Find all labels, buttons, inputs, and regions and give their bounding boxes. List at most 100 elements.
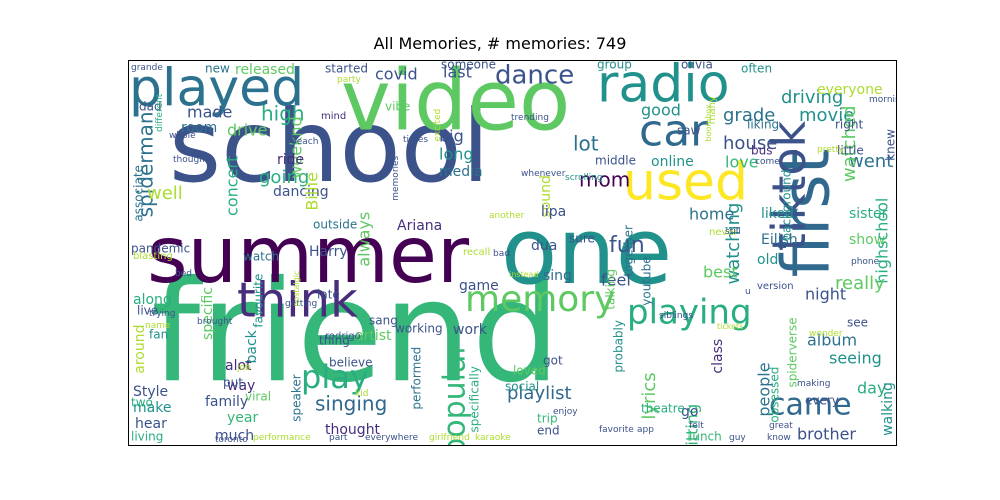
word-memories: memories	[391, 155, 401, 200]
word-karaoke: karaoke	[475, 433, 511, 443]
word-sang: sang	[369, 313, 398, 327]
word-middle: middle	[595, 153, 636, 167]
word-liked: liked	[761, 206, 794, 222]
word-high: high	[261, 102, 305, 126]
word-beach: beach	[291, 137, 318, 147]
word-used: used	[623, 153, 748, 213]
word-two: two	[131, 395, 153, 409]
word-playlist: playlist	[507, 383, 572, 404]
word-olivia: olivia	[681, 61, 713, 71]
word-though: though	[173, 155, 205, 165]
word-see: see	[847, 315, 868, 329]
word-dance: dance	[495, 61, 574, 90]
word-house: house	[723, 133, 777, 154]
word-fun: fun	[609, 233, 645, 258]
word-someone: someone	[441, 61, 496, 71]
word-make: make	[133, 400, 171, 416]
word-school: school	[169, 88, 490, 205]
word-going: going	[259, 167, 309, 188]
word-lot: lot	[573, 132, 599, 156]
word-vibe: vibe	[385, 99, 410, 113]
word-concert: concert	[222, 156, 241, 216]
word-memory: memory	[465, 279, 615, 320]
word-summer: summer	[147, 211, 470, 301]
word-saw: saw	[677, 123, 701, 137]
word-mom: mom	[579, 168, 630, 192]
word-toronto: toronto	[215, 435, 248, 445]
word-movie: movie	[799, 105, 854, 126]
word-outside: outside	[313, 217, 357, 231]
word-bus: bus	[751, 143, 772, 157]
word-playing: playing	[627, 293, 752, 333]
word-trip: trip	[537, 411, 558, 425]
word-harry: Harry	[309, 244, 348, 260]
word-driving: driving	[781, 87, 843, 108]
word-night: night	[805, 284, 846, 303]
word-brother: brother	[797, 424, 856, 443]
word-game: game	[459, 278, 499, 294]
word-hear: hear	[135, 416, 167, 432]
word-style: Style	[133, 384, 168, 400]
word-speaker: speaker	[289, 374, 303, 422]
word-recall: recall	[463, 247, 490, 258]
word-morning: morning	[869, 95, 896, 105]
word-billie: Billie	[302, 172, 321, 211]
word-around: around	[132, 324, 148, 373]
word-u: u	[745, 287, 751, 297]
word-spiderman: spiderman	[134, 111, 158, 217]
word-instead: instead	[509, 270, 539, 279]
word-social: social	[505, 379, 539, 393]
word-phone: phone	[851, 257, 880, 267]
word-people: people	[754, 362, 773, 416]
word-background: background	[779, 170, 793, 241]
word-album: album	[807, 330, 857, 349]
word-bad: bad	[493, 249, 510, 259]
word-last: last	[443, 62, 472, 81]
word-know: know	[767, 433, 791, 443]
word-cloud-frame: friend school summer one video first played rad…	[128, 60, 897, 446]
word-started: started	[325, 61, 368, 75]
word-video: video	[341, 61, 570, 150]
word-version: version	[757, 281, 794, 292]
word-well: well	[147, 183, 183, 204]
word-making: making	[797, 379, 830, 389]
word-name: name	[145, 321, 171, 331]
word-fan: fan	[149, 327, 168, 341]
word-grade: grade	[723, 105, 775, 126]
word-long: long	[439, 144, 474, 163]
word-online: online	[651, 154, 694, 170]
word-sound: sound	[538, 175, 554, 218]
word-bed: bed	[175, 269, 192, 279]
word-associate: associate	[131, 165, 145, 222]
word-believe: believe	[329, 355, 373, 369]
word-really: really	[835, 273, 885, 294]
word-big: big	[439, 126, 464, 145]
word-friend: friend	[151, 251, 560, 414]
word-one: one	[501, 198, 672, 305]
word-performed: performed	[409, 347, 423, 410]
word-times: times	[403, 135, 428, 145]
word-media: media	[439, 164, 483, 180]
word-never: never	[709, 227, 739, 238]
word-good: good	[641, 100, 681, 119]
word-wonder: wonder	[809, 329, 843, 339]
word-sister: sister	[849, 206, 888, 222]
word-family: family	[205, 394, 248, 410]
word-car: car	[639, 105, 709, 156]
word-specifically: specifically	[467, 366, 481, 432]
word-whole: whole	[169, 131, 196, 141]
word-liking: liking	[747, 117, 779, 131]
word-favorite: favorite	[599, 425, 634, 435]
word-covid: covid	[375, 64, 418, 83]
word-viral: viral	[245, 389, 271, 403]
word-talking: talking	[603, 269, 617, 310]
word-along: along	[133, 292, 172, 308]
word-old: old	[757, 252, 778, 268]
word-put: put	[223, 375, 243, 389]
word-always: always	[354, 212, 373, 267]
word-working: working	[395, 321, 443, 335]
word-theatre: theatre	[641, 401, 685, 415]
word-got: got	[543, 353, 563, 367]
word-singing: singing	[315, 392, 387, 416]
word-scrolling: scrolling	[565, 173, 603, 183]
